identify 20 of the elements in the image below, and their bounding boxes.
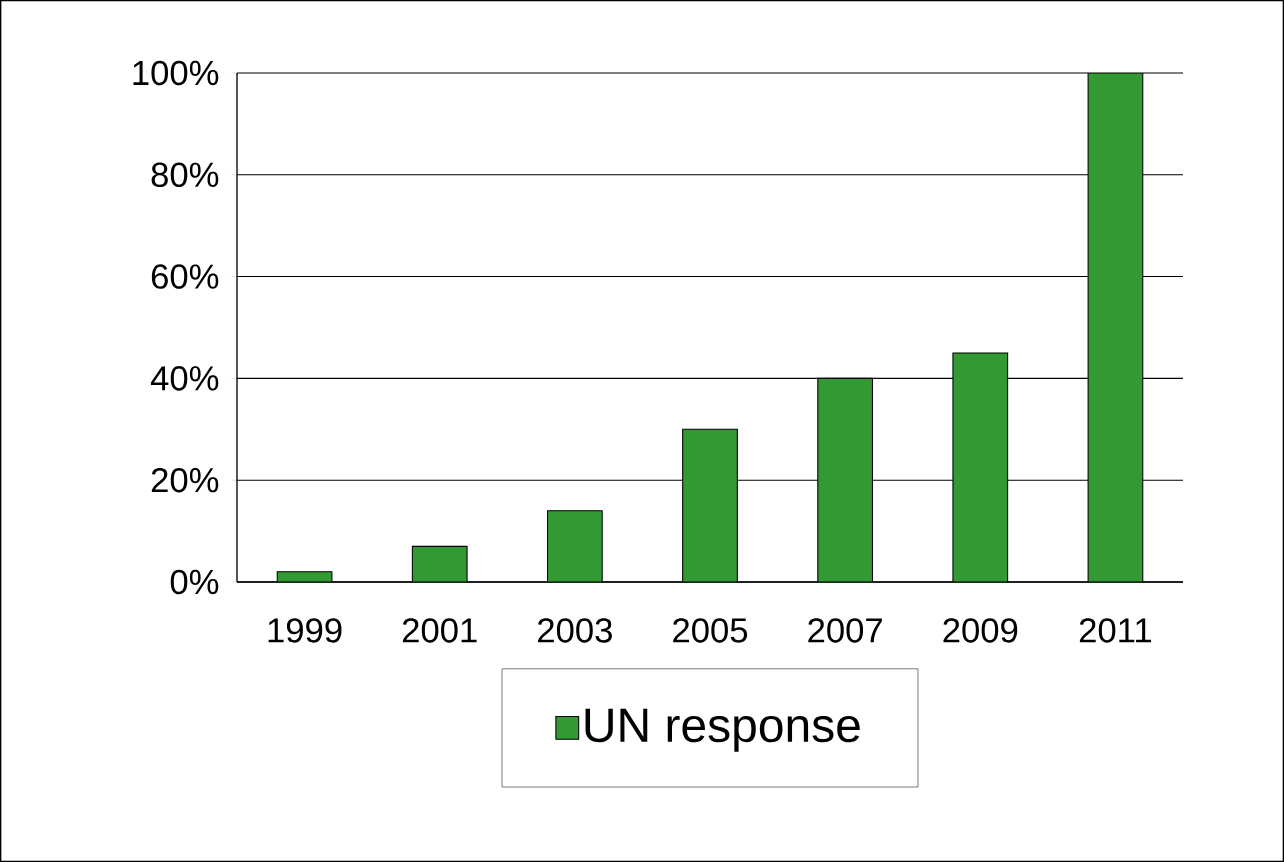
bar [817,377,874,582]
x-tick-label: 2009 [943,618,1018,643]
x-tick-label: 2007 [808,618,882,643]
y-tick-label: 20% [151,467,219,493]
y-tick-label: 0% [170,569,219,595]
y-tick-label: 80% [151,162,219,188]
bar [546,510,603,582]
y-tick-label: 100% [133,60,219,86]
legend-label: UN response [585,708,860,752]
bar [411,545,468,582]
bar [952,352,1009,582]
y-tick-label: 60% [151,264,219,289]
x-tick-label: 2003 [538,618,612,643]
bar [682,428,738,582]
y-tick-label: 40% [150,366,219,391]
x-tick-label: 1999 [268,618,342,643]
x-tick-label: 2001 [402,618,477,643]
x-tick-label: 2011 [1079,618,1151,643]
bar [1087,72,1144,582]
x-tick-label: 2005 [673,618,748,643]
